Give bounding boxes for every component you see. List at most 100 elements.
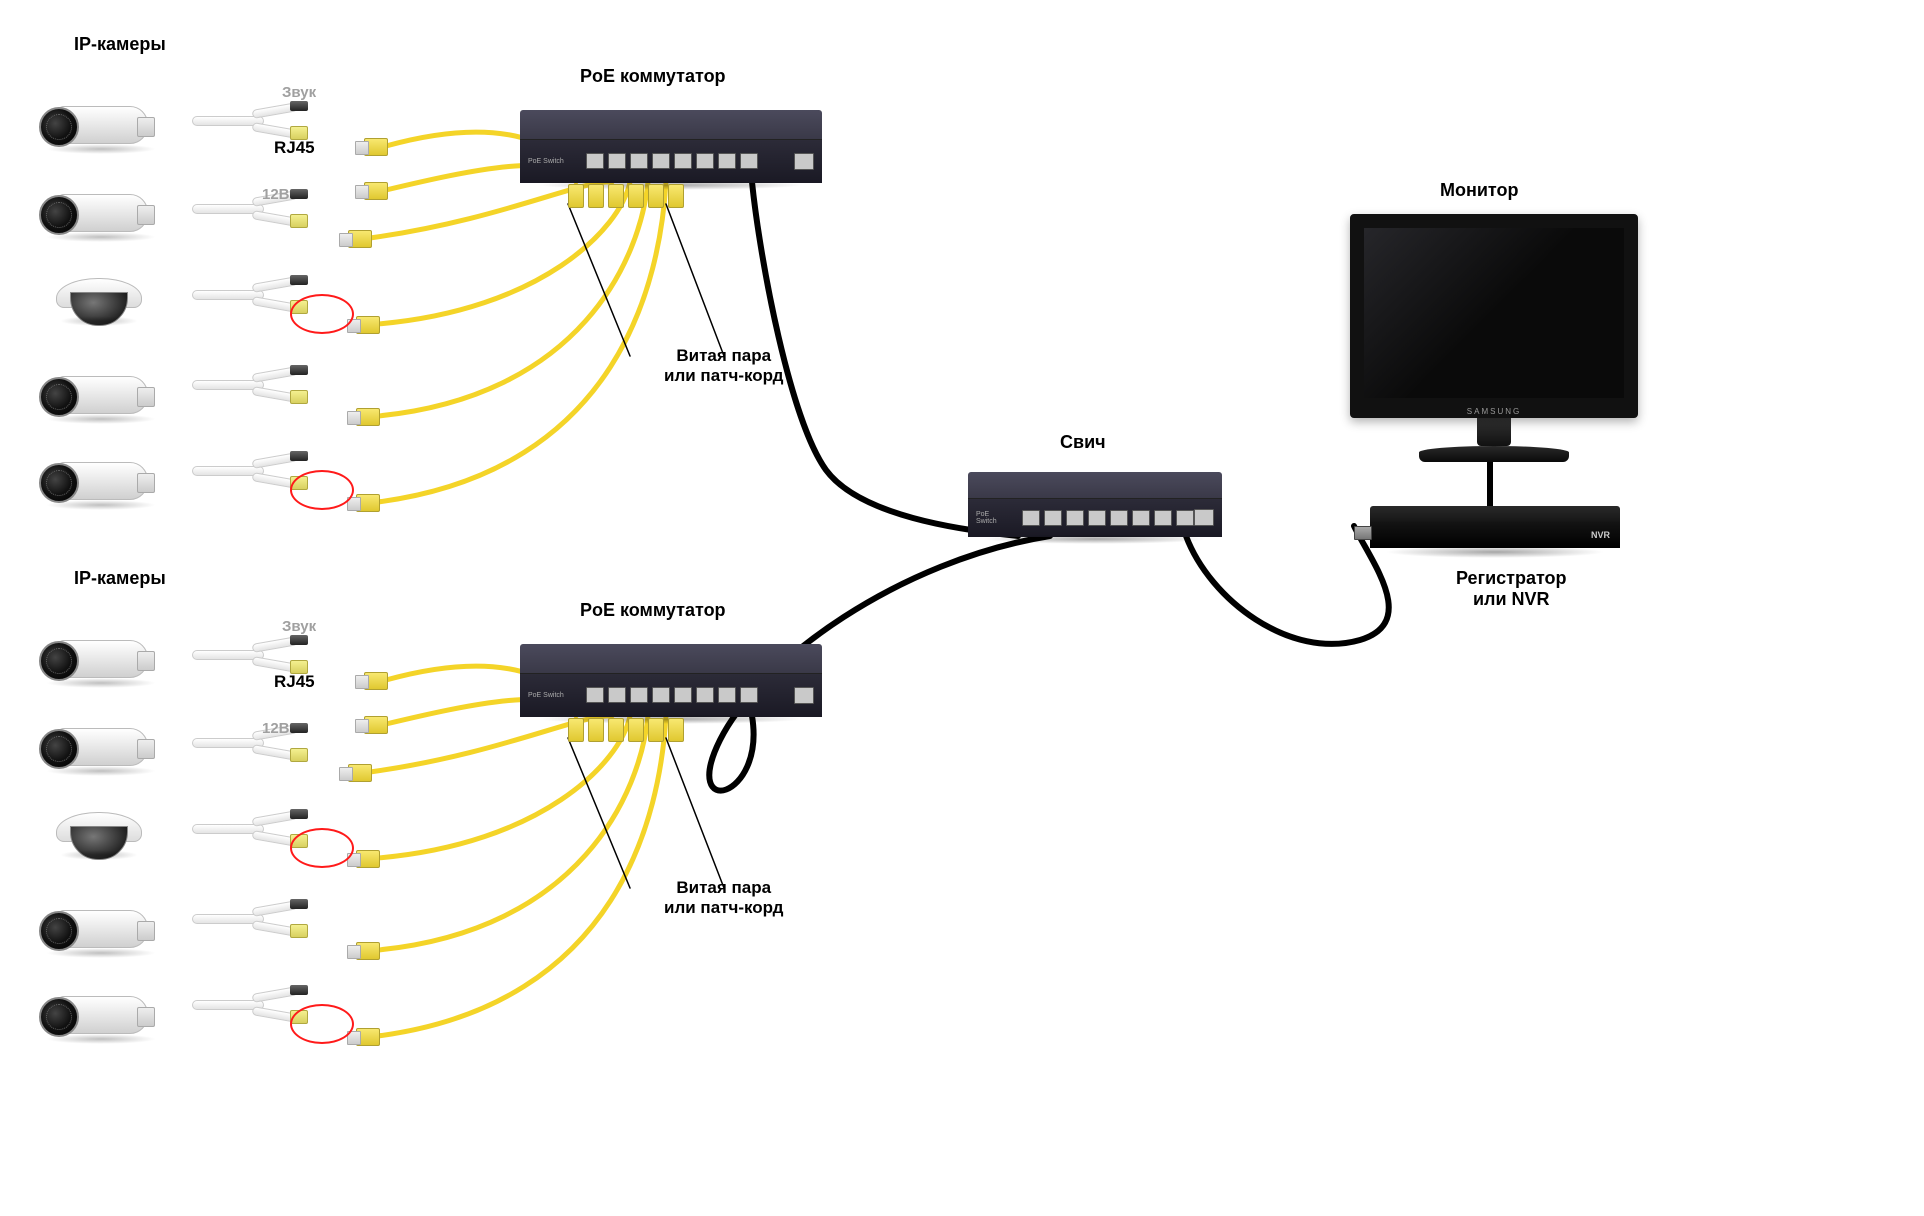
switch-port	[630, 687, 648, 703]
rj45-connector-icon	[356, 1028, 380, 1046]
highlight-ring-icon	[290, 828, 354, 868]
cable	[378, 716, 648, 950]
nvr-brand: NVR	[1591, 530, 1610, 540]
ip-camera-bullet-icon	[56, 728, 148, 766]
cable-layer	[0, 0, 1924, 1216]
switch-port	[1176, 510, 1194, 526]
rj45-connector-icon	[356, 942, 380, 960]
rj45-connector-icon	[364, 716, 388, 734]
switch-port	[1110, 510, 1128, 526]
switch-brand-label: PoE Switch	[976, 511, 1000, 525]
switch-port	[740, 687, 758, 703]
label-rj45-2: RJ45	[274, 672, 315, 692]
label-12v-1: 12В	[262, 186, 290, 203]
rj45-plug-icon	[668, 718, 684, 742]
camera-pigtail-icon	[192, 368, 302, 402]
label-nvr: Регистраторили NVR	[1456, 568, 1567, 610]
callout-line	[666, 738, 724, 888]
switch-brand-label: PoE Switch	[528, 158, 564, 165]
ip-camera-bullet-icon	[56, 462, 148, 500]
switch-port	[1132, 510, 1150, 526]
ip-camera-bullet-icon	[56, 910, 148, 948]
rj45-connector-icon	[364, 672, 388, 690]
ip-camera-bullet-icon	[56, 640, 148, 678]
switch-port	[1088, 510, 1106, 526]
poe-switch-2: PoE Switch	[520, 644, 822, 716]
rj45-plug-icon	[568, 184, 584, 208]
camera-pigtail-icon	[192, 902, 302, 936]
rj45-connector-icon	[356, 494, 380, 512]
rj45-plug-icon	[608, 718, 624, 742]
switch-port	[696, 153, 714, 169]
switch-port	[1044, 510, 1062, 526]
camera-pigtail-icon	[192, 278, 302, 312]
label-poe-switch-1: PoE коммутатор	[580, 66, 726, 87]
camera-pigtail-icon	[192, 104, 302, 138]
label-monitor: Монитор	[1440, 180, 1519, 201]
cable	[1186, 526, 1389, 644]
rj45-connector-icon	[356, 408, 380, 426]
label-rj45-1: RJ45	[274, 138, 315, 158]
ip-camera-bullet-icon	[56, 996, 148, 1034]
monitor-brand: SAMSUNG	[1467, 407, 1521, 416]
ip-camera-bullet-icon	[56, 194, 148, 232]
ip-camera-bullet-icon	[56, 376, 148, 414]
label-ip-cameras-2: IP-камеры	[74, 568, 166, 589]
switch-port	[630, 153, 648, 169]
camera-pigtail-icon	[192, 454, 302, 488]
highlight-ring-icon	[290, 1004, 354, 1044]
label-12v-2: 12В	[262, 720, 290, 737]
rj45-connector-icon	[364, 138, 388, 156]
switch-brand-label: PoE Switch	[528, 692, 564, 699]
aggregation-switch: PoE Switch	[968, 472, 1222, 536]
camera-pigtail-icon	[192, 812, 302, 846]
label-poe-switch-2: PoE коммутатор	[580, 600, 726, 621]
rj45-plug-icon	[568, 718, 584, 742]
rj45-plug-icon	[668, 184, 684, 208]
switch-port	[1022, 510, 1040, 526]
switch-port	[718, 153, 736, 169]
callout-line	[568, 738, 630, 888]
label-sound-2: Звук	[282, 618, 316, 635]
highlight-ring-icon	[290, 294, 354, 334]
rj45-connector-icon	[364, 182, 388, 200]
cable	[378, 182, 648, 416]
cable	[378, 182, 666, 502]
switch-port	[652, 687, 670, 703]
switch-port	[740, 153, 758, 169]
switch-port	[586, 153, 604, 169]
ip-camera-dome-icon	[56, 812, 142, 842]
rj45-connector-icon	[356, 850, 380, 868]
rj45-plug-icon	[648, 184, 664, 208]
rj45-plug-icon	[648, 718, 664, 742]
rj45-plug-icon	[588, 184, 604, 208]
switch-port	[608, 153, 626, 169]
label-sound-1: Звук	[282, 84, 316, 101]
monitor-icon: SAMSUNG	[1350, 214, 1638, 462]
rj45-plug-icon	[588, 718, 604, 742]
switch-port	[674, 153, 692, 169]
nvr-recorder-icon: NVR	[1370, 506, 1620, 548]
rj45-connector-icon	[348, 230, 372, 248]
switch-port	[674, 687, 692, 703]
rj45-plug-icon	[608, 184, 624, 208]
label-switch: Свич	[1060, 432, 1106, 453]
switch-port	[586, 687, 604, 703]
switch-port	[718, 687, 736, 703]
camera-pigtail-icon	[192, 988, 302, 1022]
switch-port	[696, 687, 714, 703]
switch-port	[652, 153, 670, 169]
rj45-connector-icon	[348, 764, 372, 782]
rj45-plug-icon	[628, 184, 644, 208]
camera-pigtail-icon	[192, 638, 302, 672]
label-twisted-pair-1: Витая параили патч-корд	[664, 346, 783, 386]
highlight-ring-icon	[290, 470, 354, 510]
callout-line	[666, 204, 724, 356]
rj45-plug-icon	[628, 718, 644, 742]
callout-line	[568, 204, 630, 356]
switch-port	[608, 687, 626, 703]
switch-port	[1066, 510, 1084, 526]
ip-camera-dome-icon	[56, 278, 142, 308]
ip-camera-bullet-icon	[56, 106, 148, 144]
switch-port	[1154, 510, 1172, 526]
